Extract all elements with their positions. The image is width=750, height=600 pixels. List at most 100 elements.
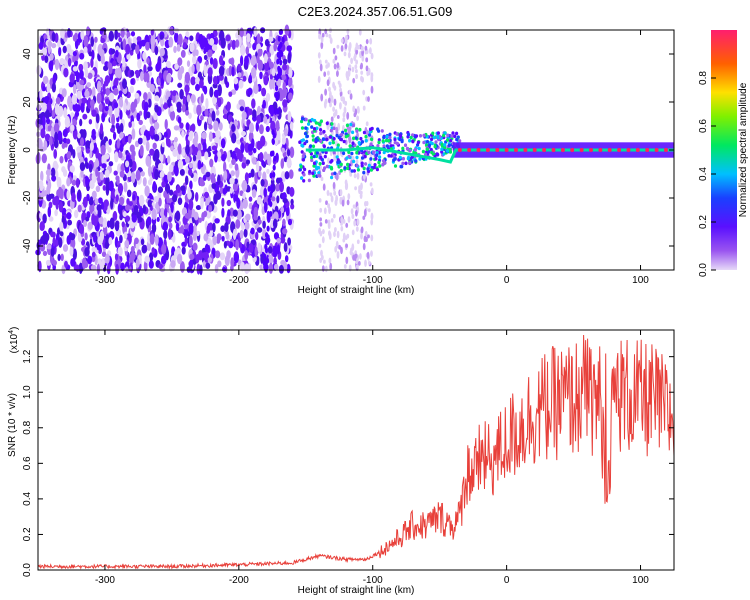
spectrogram-cell [340,45,344,52]
spectrogram-cell [405,146,409,151]
spectrogram-cell [207,116,212,125]
spectrogram-cell [286,45,293,52]
spectrogram-cell [273,232,280,240]
spectrogram-cell [192,154,197,162]
spectrogram-cell [67,27,71,38]
spectrogram-cell [236,148,242,160]
spectrogram-cell [384,138,389,143]
spectrogram-cell [328,86,331,92]
spectrogram-cell [325,121,329,126]
spectrogram-cell [223,161,227,173]
spectrogram-cell [267,246,273,254]
signal-peak [607,148,612,152]
spectrogram-cell [113,87,119,96]
spectrogram-cell [319,165,322,171]
spectrogram-cell [282,81,287,92]
spectrogram-cell [81,97,88,104]
spectrogram-cell [134,69,140,76]
spectrogram-cell [170,145,174,151]
colorbar: 0.0 0.2 0.4 0.6 0.8 Normalized spectral ampl… [698,30,749,277]
spectrogram-cell [431,131,435,136]
spectrogram-cell [239,44,246,56]
spectrogram-cell [122,56,126,68]
spectrogram-cell [308,169,312,174]
spectrogram-cell [176,101,182,109]
spectrogram-cell [350,57,353,65]
spectrogram-cell [132,36,138,45]
snr-frame [37,329,675,571]
spectrogram-cell [44,95,50,102]
spectrogram-cell [321,236,325,244]
spectrogram-cell [360,75,363,82]
spectrogram-cell [258,124,264,135]
spectrogram-cell [140,238,145,246]
spectrogram-cell [146,216,152,226]
spectrogram-cell [336,114,340,120]
spectrogram-cell [199,180,206,187]
spectrogram-cell [242,156,247,163]
spectrogram-cell [179,89,184,100]
spectrogram-cell [216,238,221,244]
spectrogram-cell [81,257,87,270]
spectrogram-cell [47,125,52,132]
spectrogram-cell [39,89,43,100]
spectrogram-cell [283,242,288,253]
spectrogram-cell [342,151,346,156]
spectrogram-cell [335,240,339,249]
spectrogram-cell [61,142,66,149]
spectrogram-cell [416,140,420,145]
spectrogram-cell [55,97,61,105]
spectrogram-cell [344,134,348,139]
spectrogram-cell [119,196,125,206]
spectrogram-cell [367,150,371,155]
spectrogram-cell [217,156,222,162]
spectrogram-cell [339,162,343,167]
spectrogram-cell [268,254,274,264]
spectrogram-cell [177,33,183,46]
spectrogram-cell [131,42,137,50]
signal-peak [617,148,622,152]
spectrogram-cell [281,147,286,154]
spectrogram-cell [181,246,186,255]
spectrogram-cell [240,142,245,154]
spectrogram-cell [382,135,386,140]
spectrogram-cell [106,263,111,275]
spectrogram-cell [62,137,68,144]
spectrogram-cell [230,170,235,177]
spectrogram-cell [203,121,208,131]
spectrogram-cell [82,196,88,208]
spectrogram-cell [196,263,201,275]
spectrogram-cell [324,88,327,96]
spectrogram-cell [165,60,171,69]
spectrogram-cell [253,206,259,219]
spectrogram-cell [234,163,239,171]
spectrogram-cell [146,57,150,65]
spectrogram-cell [233,251,240,264]
spectrogram-cell [429,147,433,152]
spectrogram-cell [41,153,47,164]
spectrogram-cell [195,83,200,92]
spectrogram-cell [182,95,187,107]
spectrogram-cell [138,119,143,126]
x-tick-label: -300 [95,575,115,586]
spectrogram-cell [203,64,208,77]
spectrogram-cell [209,57,214,65]
spectrogram-cell [50,167,56,178]
spectrogram-cell [364,134,368,139]
spectrogram-cell [91,251,96,258]
spectrogram-cell [325,164,329,169]
spectrogram-cell [256,33,261,45]
spectrogram-cell [122,211,127,218]
y-tick-label: 20 [22,96,33,108]
spectrogram-cell [59,188,64,200]
spectrogram-cell [217,260,222,268]
spectrogram-cell [45,169,52,176]
spectrogram-cell [168,164,174,173]
spectrogram-cell [153,134,160,141]
spectrogram-cell [154,168,159,181]
spectrogram-cell [172,148,178,157]
spectrogram-cell [177,143,182,155]
spectrogram-cell [168,222,173,229]
spectrogram-cell [352,77,356,84]
spectrogram-cell [362,215,366,220]
